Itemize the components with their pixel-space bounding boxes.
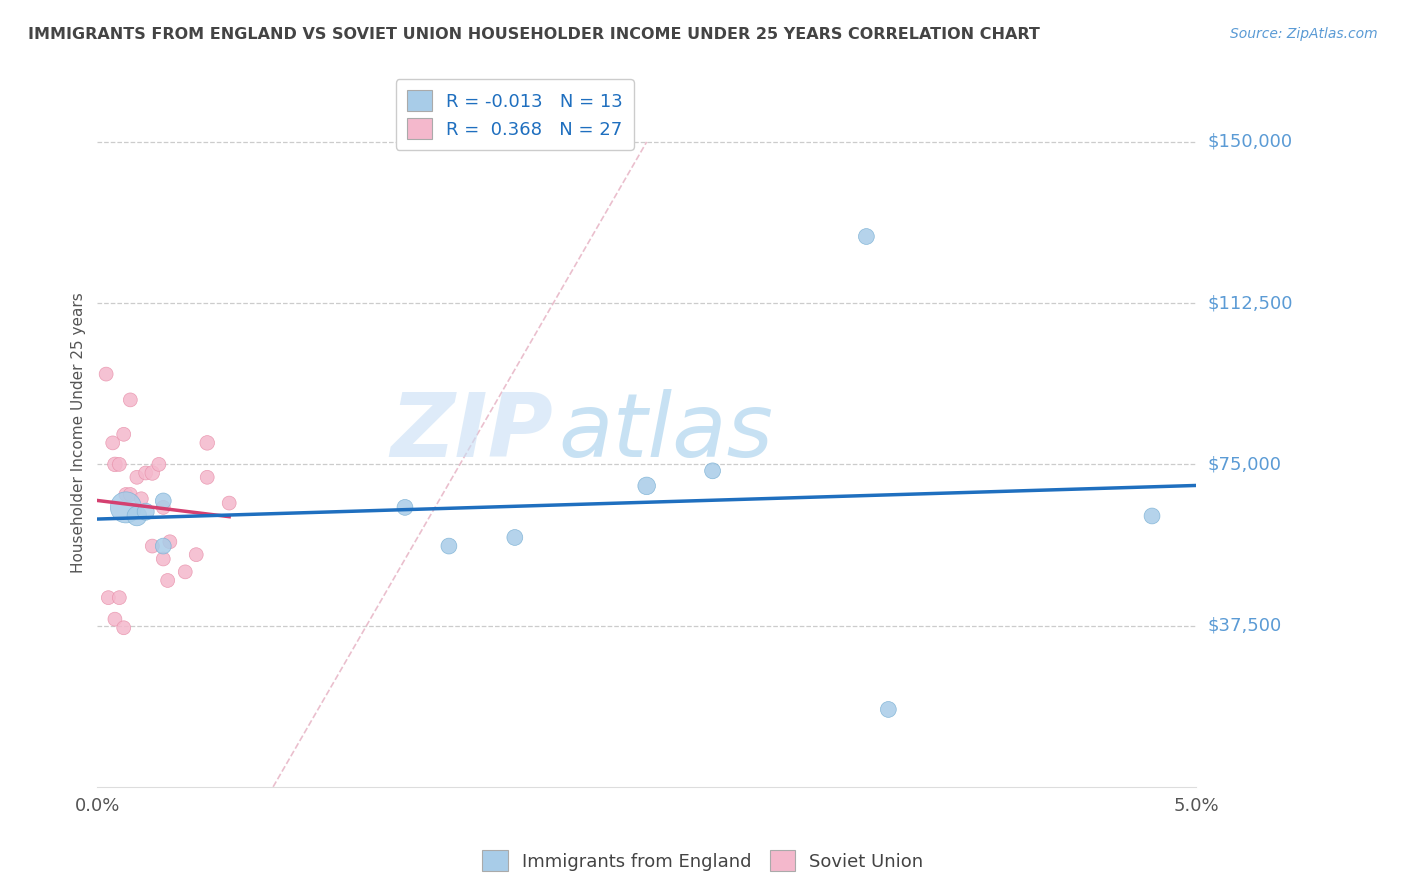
Point: [159, 534, 181, 549]
Text: Source: ZipAtlas.com: Source: ZipAtlas.com: [1230, 27, 1378, 41]
Point: [148, 458, 170, 472]
Text: $75,000: $75,000: [1208, 456, 1281, 474]
Point: [112, 621, 135, 635]
Point: [437, 539, 460, 553]
Text: $37,500: $37,500: [1208, 616, 1281, 634]
Point: [108, 591, 131, 605]
Point: [108, 458, 131, 472]
Legend: Immigrants from England, Soviet Union: Immigrants from England, Soviet Union: [475, 843, 931, 879]
Point: [1140, 508, 1163, 523]
Point: [152, 552, 174, 566]
Point: [141, 466, 163, 480]
Point: [125, 470, 148, 484]
Point: [702, 464, 724, 478]
Point: [135, 466, 157, 480]
Point: [186, 548, 208, 562]
Point: [877, 702, 900, 716]
Text: $112,500: $112,500: [1208, 294, 1292, 312]
Point: [101, 436, 124, 450]
Point: [152, 494, 174, 508]
Point: [218, 496, 240, 510]
Y-axis label: Householder Income Under 25 years: Householder Income Under 25 years: [72, 292, 86, 573]
Point: [115, 487, 138, 501]
Point: [195, 470, 218, 484]
Text: atlas: atlas: [558, 389, 773, 475]
Point: [636, 479, 658, 493]
Point: [104, 458, 127, 472]
Point: [104, 612, 127, 626]
Point: [152, 500, 174, 515]
Text: ZIP: ZIP: [391, 389, 554, 475]
Point: [141, 539, 163, 553]
Legend: R = -0.013   N = 13, R =  0.368   N = 27: R = -0.013 N = 13, R = 0.368 N = 27: [395, 79, 634, 150]
Point: [120, 487, 142, 501]
Point: [156, 574, 179, 588]
Point: [125, 508, 148, 523]
Point: [112, 427, 135, 442]
Point: [115, 500, 138, 515]
Point: [174, 565, 197, 579]
Point: [97, 591, 120, 605]
Point: [394, 500, 416, 515]
Point: [135, 505, 157, 519]
Point: [94, 367, 117, 381]
Point: [195, 436, 218, 450]
Point: [503, 531, 526, 545]
Point: [152, 539, 174, 553]
Point: [120, 392, 142, 407]
Text: IMMIGRANTS FROM ENGLAND VS SOVIET UNION HOUSEHOLDER INCOME UNDER 25 YEARS CORREL: IMMIGRANTS FROM ENGLAND VS SOVIET UNION …: [28, 27, 1040, 42]
Point: [855, 229, 877, 244]
Text: $150,000: $150,000: [1208, 133, 1292, 151]
Point: [129, 491, 152, 506]
